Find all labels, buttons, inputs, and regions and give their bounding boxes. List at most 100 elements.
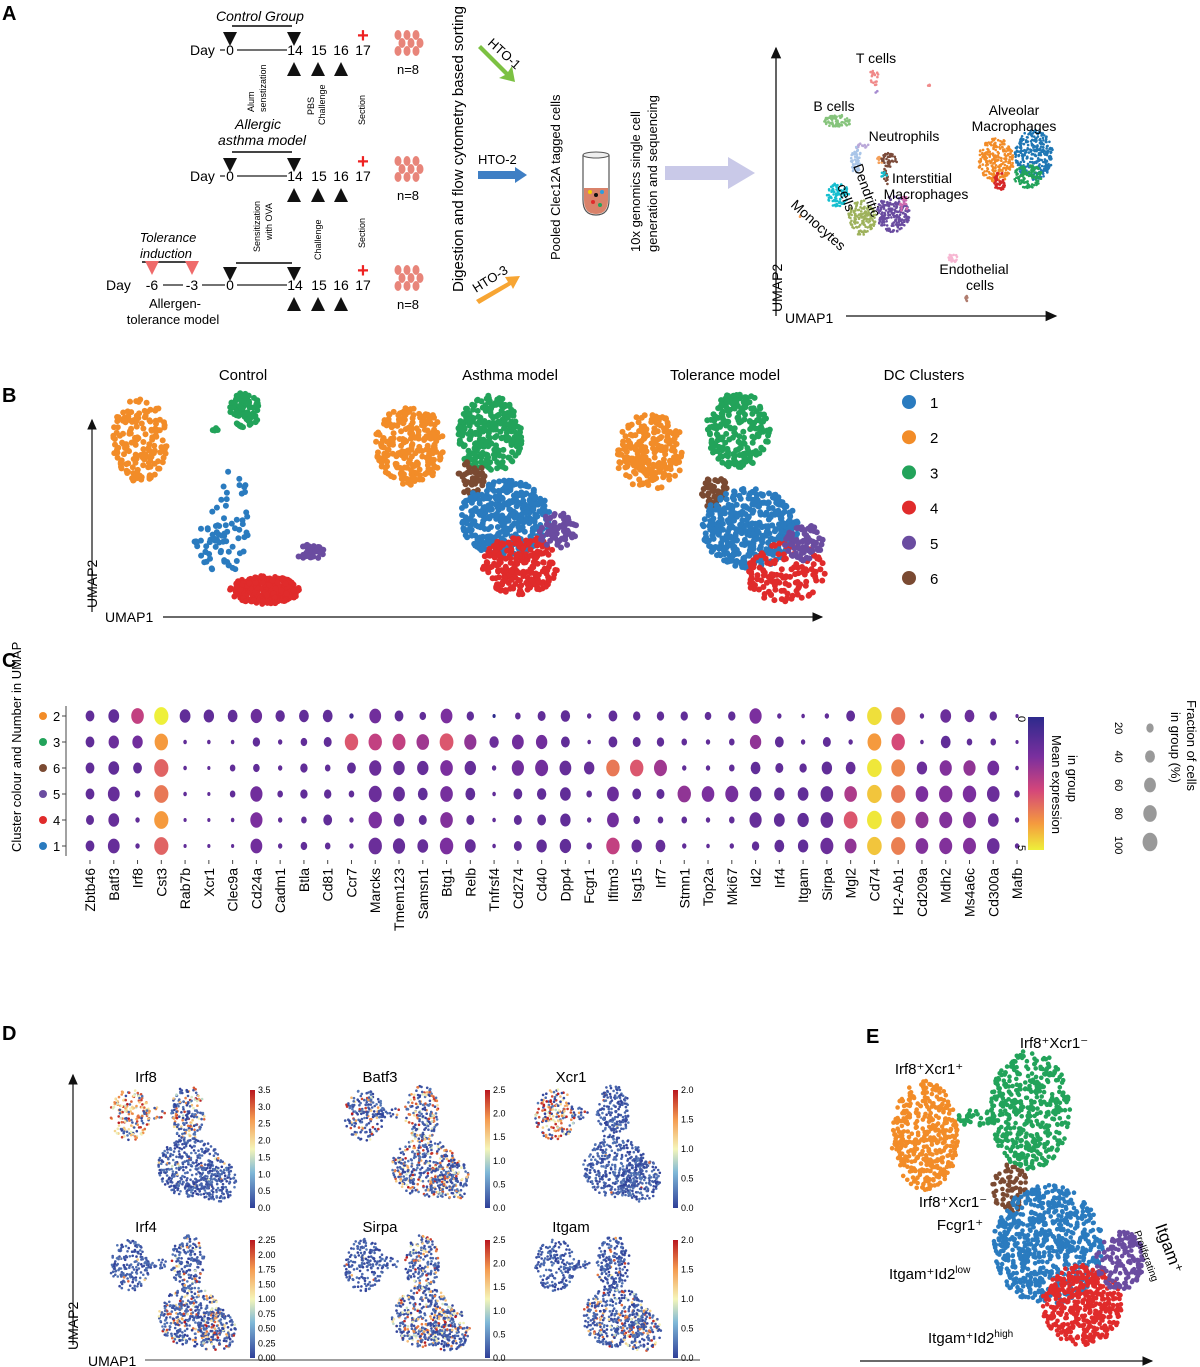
dot-cd209a [919, 713, 925, 719]
cell-point [136, 1285, 139, 1288]
cell-point [457, 1171, 461, 1174]
cell-point [596, 1185, 600, 1188]
cell-point [400, 1162, 404, 1165]
cell-point [185, 1182, 188, 1186]
cell-point [984, 143, 987, 147]
up-triangle-icon [287, 62, 301, 76]
cell-point [1015, 173, 1018, 176]
cell-point [616, 1148, 620, 1151]
day-tick: 16 [333, 277, 349, 293]
cell-point [136, 1263, 140, 1267]
cell-point [834, 197, 838, 200]
cell-point [593, 1169, 596, 1172]
cell-point [445, 1157, 449, 1161]
cell-point [194, 1189, 197, 1193]
cell-point [1016, 160, 1019, 163]
cell-point [194, 1091, 198, 1095]
cell-point [166, 1156, 170, 1160]
cell-point [182, 1248, 186, 1252]
cell-point [172, 1188, 175, 1191]
pooled-label: Pooled Clec12A tagged cells [548, 94, 563, 260]
cell-point [625, 1164, 629, 1168]
cell-point [1014, 179, 1017, 183]
cell-point [451, 1186, 454, 1189]
cell-point [610, 1187, 613, 1191]
cell-point [648, 1196, 651, 1200]
cell-point [420, 1085, 423, 1089]
gene-label: Ccr7 [343, 868, 359, 898]
dot-mgl2 [845, 761, 856, 775]
cell-point [845, 117, 849, 120]
cell-point [591, 1163, 595, 1167]
dot-cd209a [915, 786, 929, 802]
panel-label-a: A [2, 3, 16, 25]
cell-point [398, 1181, 402, 1185]
umap-all-cells: UMAP1 UMAP2 [769, 46, 1058, 326]
cell-point [556, 1137, 560, 1141]
cell-point [624, 1187, 628, 1191]
cell-point [138, 1100, 141, 1104]
cell-point [136, 1123, 139, 1126]
cell-point [631, 1186, 635, 1190]
cell-point [163, 1265, 167, 1268]
cell-point [196, 1256, 199, 1259]
cell-point [212, 1187, 215, 1190]
cell-point [397, 1108, 401, 1111]
cell-point [216, 1159, 219, 1162]
cell-point [360, 1108, 364, 1112]
cell-point [636, 1157, 640, 1160]
cell-point [185, 1190, 188, 1193]
cell-point [207, 1184, 210, 1188]
cell-point [132, 1268, 136, 1271]
cell-point [630, 1196, 634, 1199]
cell-point [635, 1195, 638, 1199]
legend-title: DC Clusters [884, 367, 965, 384]
cell-point [201, 1150, 204, 1153]
cell-point [160, 1160, 164, 1163]
cell-point [906, 210, 909, 213]
cell-point [541, 1093, 545, 1097]
cell-point [175, 1093, 178, 1096]
cell-point [626, 1175, 629, 1179]
cell-point [160, 1116, 163, 1119]
cell-point [392, 1156, 395, 1160]
cell-point [428, 1168, 432, 1171]
cell-point [121, 1090, 124, 1094]
cell-point [1039, 171, 1043, 175]
cell-point [199, 1126, 202, 1129]
cell-point [120, 1104, 123, 1108]
size-legend-circle [1142, 832, 1158, 852]
cell-point [391, 1168, 394, 1172]
pbs-2: Challenge [317, 84, 327, 125]
cell-point [143, 1111, 146, 1115]
cell-point [402, 1175, 406, 1178]
cell-point [548, 1111, 552, 1115]
cell-point [547, 1136, 550, 1140]
dot-cd24a [250, 786, 263, 802]
cell-point [861, 144, 865, 148]
dot-mafb [1014, 790, 1020, 798]
cell-point [996, 150, 1000, 154]
cell-point [416, 1105, 420, 1109]
day-tick: -6 [146, 277, 159, 293]
cell-point [171, 1170, 175, 1173]
cell-point [560, 1121, 563, 1125]
cell-point [190, 1287, 194, 1290]
cell-point [198, 1156, 202, 1160]
cell-point [122, 1126, 126, 1130]
cell-point [213, 1157, 217, 1161]
cell-point [122, 1276, 126, 1279]
cell-point [131, 1287, 134, 1290]
cell-point [824, 116, 828, 120]
cell-point [458, 1191, 461, 1195]
cell-point [620, 1127, 623, 1130]
cell-point [116, 1244, 119, 1247]
cell-point [427, 1152, 430, 1155]
cell-point [135, 1117, 139, 1120]
cell-point [595, 1173, 598, 1177]
cell-point [845, 124, 848, 127]
dot-fcgr1 [583, 761, 595, 775]
cell-point [130, 1100, 133, 1103]
dot-zbtb46 [85, 710, 95, 722]
lungs-icon [394, 30, 424, 56]
